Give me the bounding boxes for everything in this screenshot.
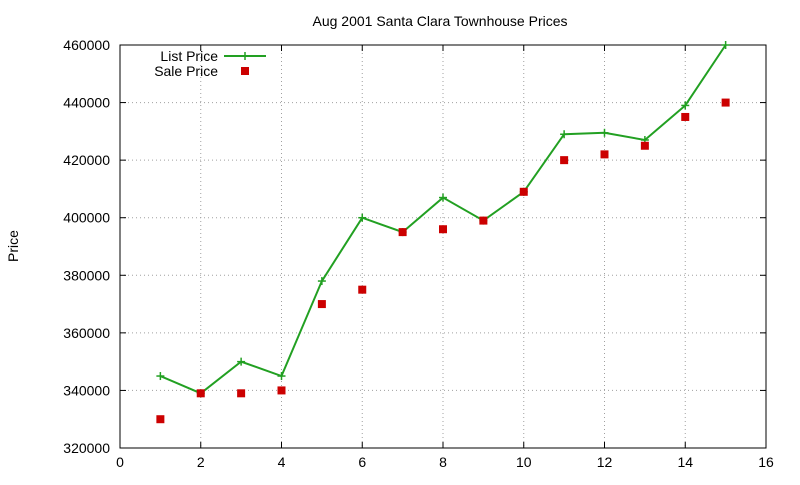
list-price-point (156, 372, 165, 381)
list-price-point (439, 193, 447, 202)
sale-price-point (196, 389, 205, 398)
grid (120, 45, 766, 448)
y-tick-label: 400000 (63, 210, 110, 226)
list-price-point (317, 277, 326, 286)
sale-price-point (681, 112, 690, 121)
y-tick-label: 460000 (63, 37, 110, 53)
y-tick-label: 320000 (63, 440, 110, 456)
x-tick-label: 0 (116, 454, 124, 470)
x-tick-label: 14 (677, 454, 693, 470)
sale-price-point (358, 285, 367, 294)
legend-label-list-price: List Price (160, 48, 218, 64)
y-tick-label: 380000 (63, 267, 110, 283)
x-tick-label: 16 (758, 454, 774, 470)
x-tick-label: 12 (597, 454, 613, 470)
y-tick-label: 420000 (63, 152, 110, 168)
y-tick-label: 360000 (63, 325, 110, 341)
sale-price-point (600, 150, 609, 159)
sale-price-point (156, 415, 165, 424)
y-axis-label: Price (5, 230, 21, 262)
sale-price-point (560, 156, 569, 165)
list-price-point (721, 41, 730, 49)
x-tick-label: 6 (358, 454, 366, 470)
axes: 0 2 4 6 8 10 12 14 16 320000 340000 360000 380000 400… (63, 37, 774, 470)
list-price-point (560, 130, 569, 139)
legend-label-sale-price: Sale Price (154, 63, 218, 79)
sale-price-point (721, 98, 730, 107)
list-price-point (358, 213, 367, 222)
sale-price-point (398, 228, 407, 237)
sale-price-point (237, 389, 246, 398)
list-price-point (600, 128, 609, 137)
sale-price-point (640, 141, 649, 150)
plot-marks (156, 41, 730, 424)
legend-marker-sale-price (241, 67, 249, 75)
x-tick-label: 8 (439, 454, 447, 470)
list-price-point (277, 372, 286, 381)
x-tick-label: 4 (278, 454, 286, 470)
x-tick-label: 10 (516, 454, 532, 470)
sale-price-point (317, 300, 326, 309)
legend-marker-list-price (241, 52, 249, 60)
y-tick-label: 440000 (63, 95, 110, 111)
sale-price-point (277, 386, 286, 395)
sale-price-point (479, 216, 488, 225)
sale-price-point (519, 187, 528, 196)
list-price-point (681, 101, 690, 110)
y-tick-label: 340000 (63, 382, 110, 398)
list-price-point (237, 357, 246, 366)
x-tick-label: 2 (197, 454, 205, 470)
chart-title: Aug 2001 Santa Clara Townhouse Prices (312, 13, 567, 29)
sale-price-point (439, 225, 447, 234)
